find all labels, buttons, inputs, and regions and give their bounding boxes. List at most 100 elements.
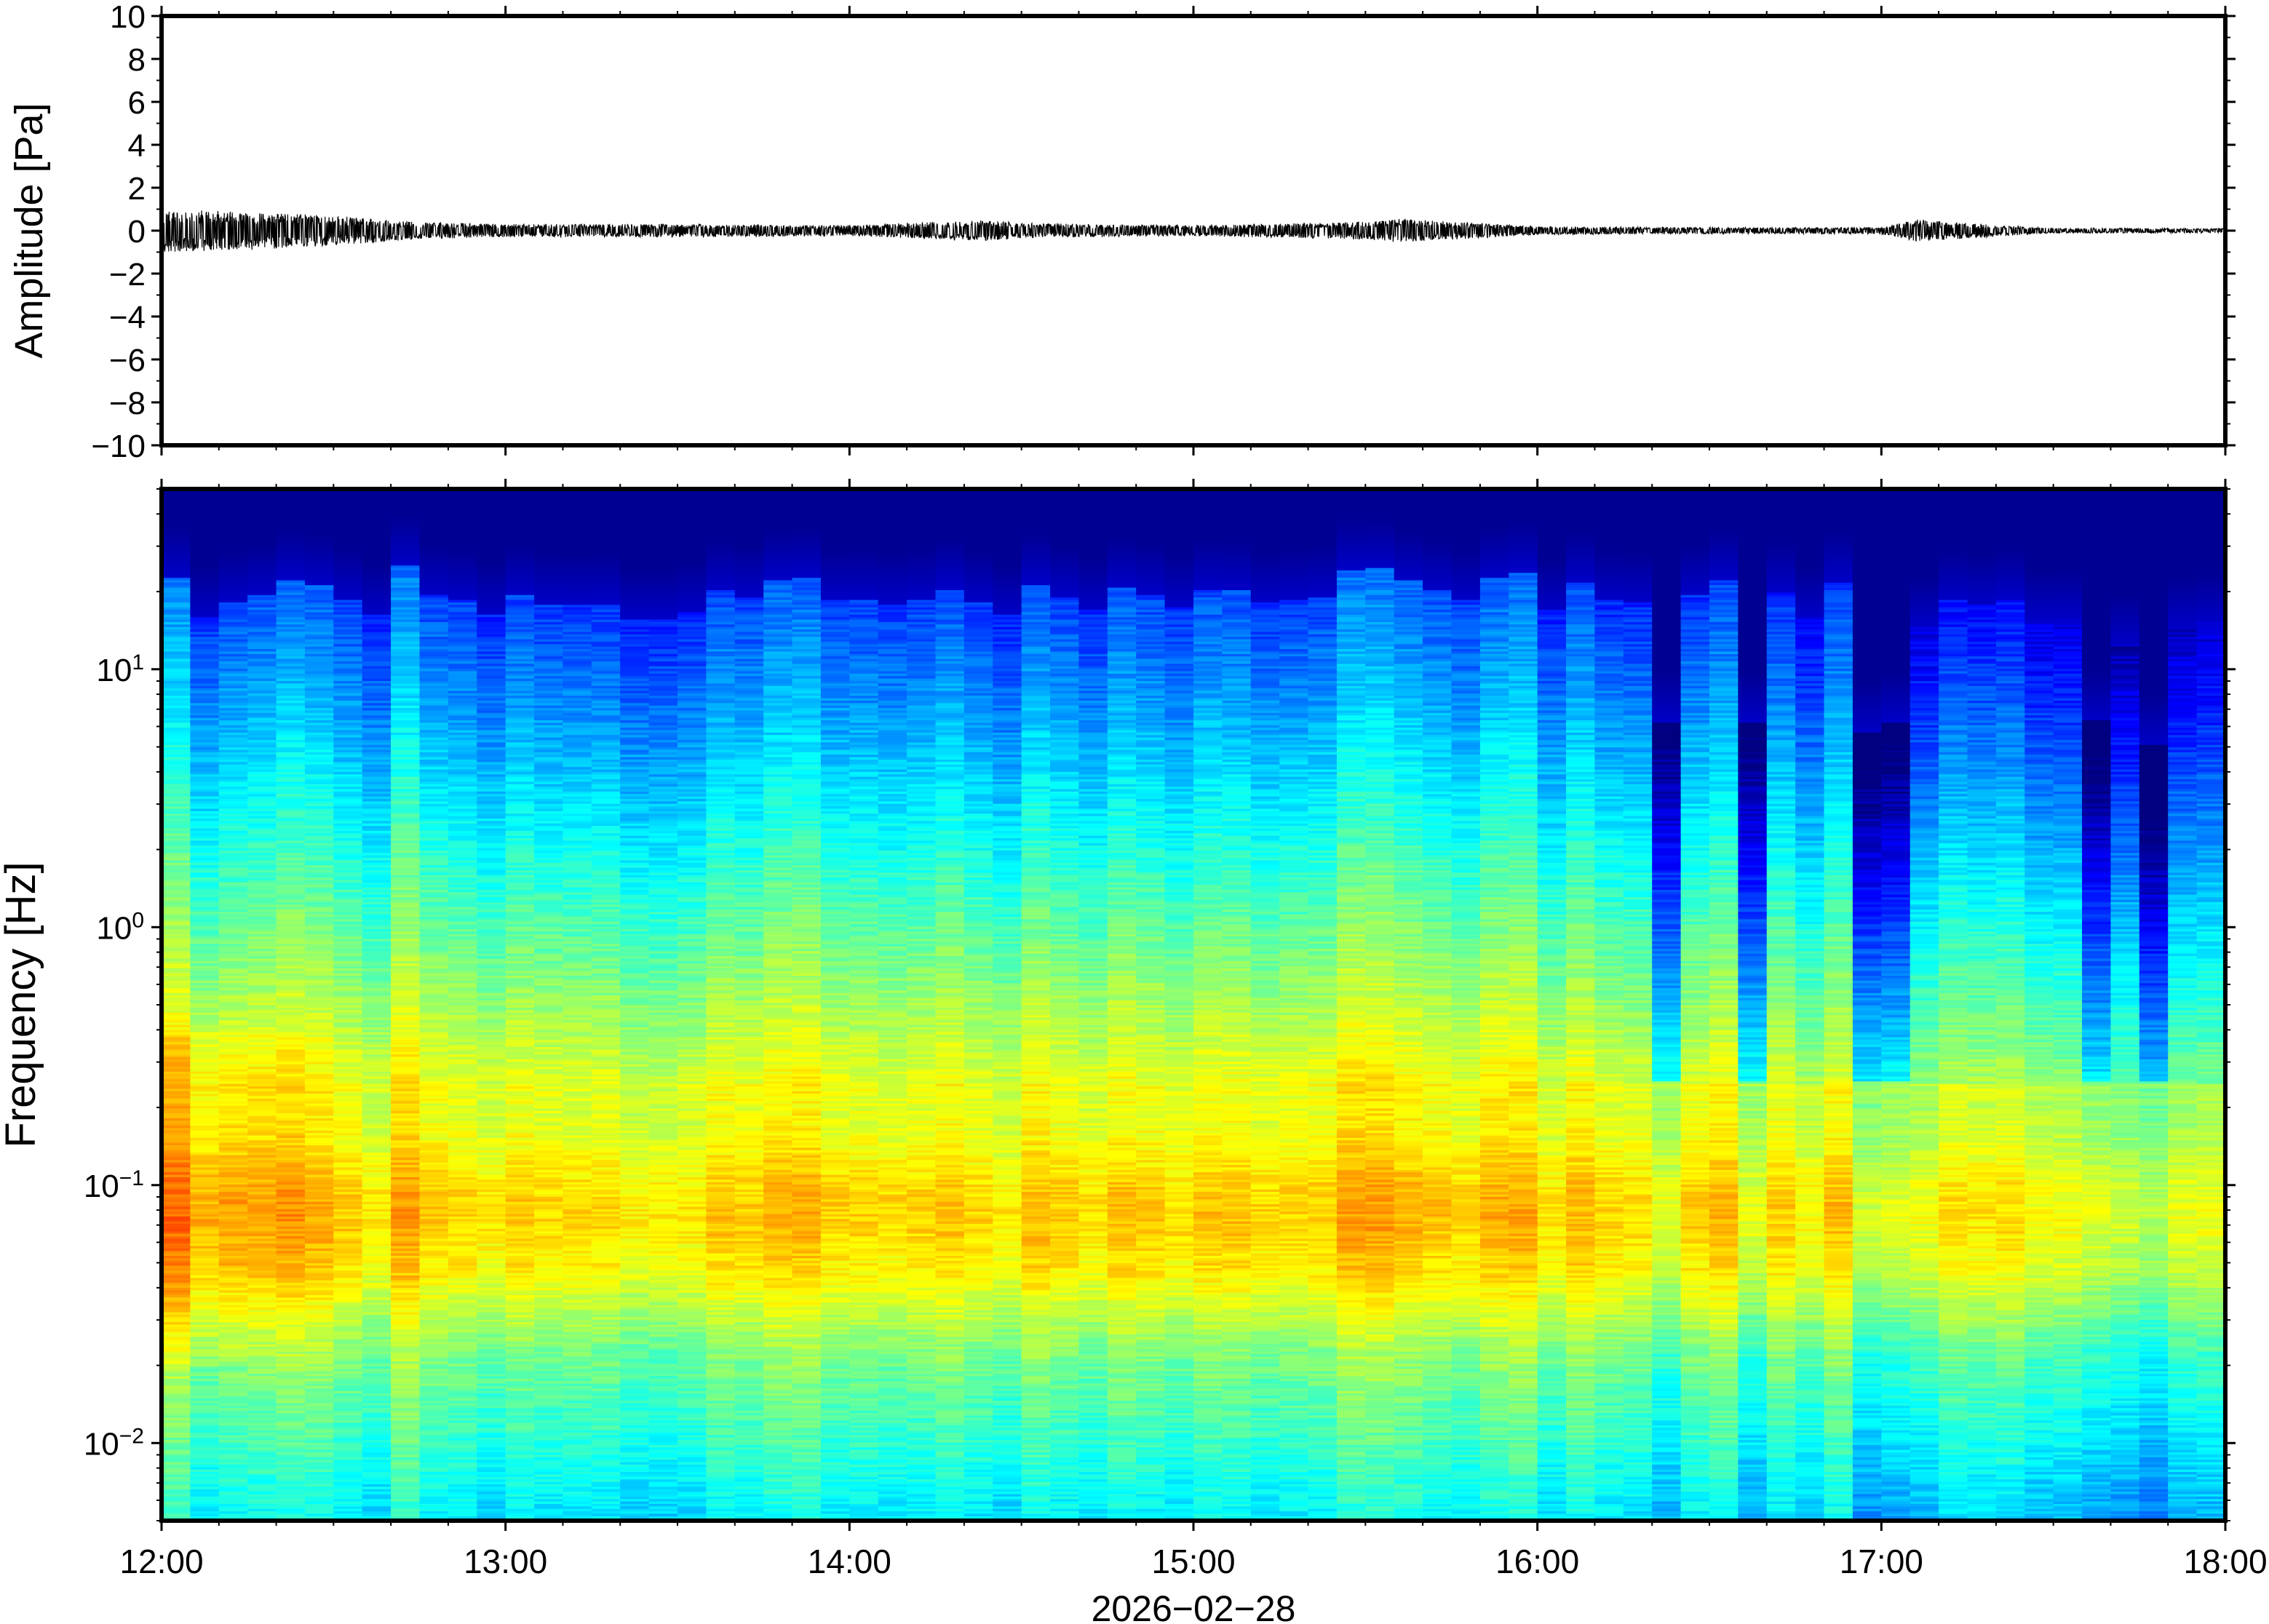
spectrogram-cell	[304, 533, 334, 536]
spectrogram-cell	[304, 1000, 334, 1003]
spectrogram-cell	[333, 835, 363, 839]
spectrogram-cell	[362, 1332, 392, 1335]
spectrogram-cell	[218, 720, 248, 723]
spectrogram-cell	[304, 923, 334, 927]
spectrogram-cell	[162, 744, 191, 748]
spectrogram-cell	[304, 1314, 334, 1318]
spectrogram-cell	[304, 823, 334, 827]
spectrogram-cell	[247, 1066, 277, 1070]
spectrogram-cell	[218, 1005, 248, 1008]
spectrogram-cell	[190, 891, 220, 895]
spectrogram-cell	[333, 1402, 363, 1406]
spectrogram-cell	[276, 1066, 306, 1070]
spectrogram-cell	[218, 560, 248, 563]
spectrogram-cell	[190, 867, 220, 870]
spectrogram-cell	[304, 943, 334, 947]
spectrogram-cell	[162, 557, 191, 561]
spectrogram-cell	[276, 1257, 306, 1261]
spectrogram-cell	[190, 864, 220, 868]
spectrogram-cell	[162, 884, 191, 888]
spectrogram-cell	[276, 1088, 306, 1091]
spectrogram-cell	[218, 520, 248, 524]
spectrogram-cell	[304, 931, 334, 934]
spectrogram-cell	[362, 1368, 392, 1372]
spectrogram-cell	[362, 1405, 392, 1409]
spectrogram-cell	[276, 744, 306, 748]
spectrogram-cell	[304, 1356, 334, 1359]
spectrogram-cell	[333, 1459, 363, 1462]
spectrogram-cell	[333, 1051, 363, 1055]
spectrogram-cell	[247, 579, 277, 583]
spectrogram-cell	[162, 663, 191, 666]
spectrogram-cell	[276, 884, 306, 888]
spectrogram-cell	[333, 565, 363, 568]
spectrogram-cell	[333, 1024, 363, 1027]
spectrogram-cell	[362, 1250, 392, 1254]
spectrogram-cell	[218, 565, 248, 568]
spectrogram-cell	[190, 827, 220, 831]
spectrogram-cell	[162, 741, 191, 745]
spectrogram-cell	[218, 837, 248, 841]
spectrogram-cell	[276, 970, 306, 974]
spectrogram-cell	[247, 816, 277, 819]
spectrogram-cell	[162, 784, 191, 787]
spectrogram-cell	[247, 1073, 277, 1077]
spectrogram-cell	[247, 641, 277, 645]
spectrogram-cell	[304, 582, 334, 586]
spectrogram-cell	[162, 618, 191, 622]
spectrogram-cell	[362, 1329, 392, 1332]
spectrogram-cell	[162, 543, 191, 546]
spectrogram-cell	[162, 1257, 191, 1261]
spectrogram-cell	[190, 1513, 220, 1516]
spectrogram-cell	[333, 1182, 363, 1185]
spectrogram-cell	[276, 560, 306, 563]
spectrogram-cell	[247, 805, 277, 809]
spectrogram-cell	[304, 1169, 334, 1173]
spectrogram-cell	[333, 1321, 363, 1325]
spectrogram-cell	[247, 548, 277, 552]
spectrogram-cell	[162, 1162, 191, 1166]
spectrogram-cell	[247, 584, 277, 588]
spectrogram-cell	[247, 784, 277, 787]
spectrogram-cell	[304, 589, 334, 593]
spectrogram-cell	[304, 550, 334, 554]
spectrogram-cell	[218, 1039, 248, 1043]
spectrogram-cell	[162, 847, 191, 851]
spectrogram-cell	[276, 501, 306, 504]
spectrogram-cell	[218, 847, 248, 851]
spectrogram-cell	[247, 1469, 277, 1473]
spectrogram-cell	[190, 1100, 220, 1104]
spectrogram-cell	[333, 1287, 363, 1291]
spectrogram-cell	[276, 616, 306, 620]
spectrogram-cell	[162, 695, 191, 698]
spectrogram-cell	[276, 1169, 306, 1173]
spectrogram-cell	[362, 1446, 392, 1450]
spectrogram-cell	[218, 825, 248, 829]
spectrogram-cell	[218, 928, 248, 932]
spectrogram-cell	[218, 1292, 248, 1295]
spectrogram-cell	[304, 540, 334, 544]
spectrogram-cell	[218, 1054, 248, 1057]
spectrogram-cell	[247, 1255, 277, 1259]
spectrogram-cell	[162, 1245, 191, 1249]
spectrogram-cell	[190, 1115, 220, 1118]
spectrogram-cell	[190, 584, 220, 588]
spectrogram-cell	[276, 523, 306, 527]
spectrogram-cell	[218, 572, 248, 576]
spectrogram-cell	[304, 592, 334, 595]
spectrogram-cell	[276, 1493, 306, 1497]
spectrogram-cell	[333, 540, 363, 544]
spectrogram-cell	[218, 764, 248, 768]
spectrogram-cell	[304, 1007, 334, 1011]
spectrogram-cell	[304, 572, 334, 576]
spectrogram-cell	[333, 823, 363, 827]
spectrogram-cell	[162, 948, 191, 952]
spectrogram-cell	[247, 1225, 277, 1229]
spectrogram-cell	[276, 1417, 306, 1421]
spectrogram-cell	[218, 1398, 248, 1401]
spectrogram-cell	[333, 882, 363, 885]
spectrogram-cell	[304, 587, 334, 591]
spectrogram-cell	[247, 543, 277, 546]
spectrogram-cell	[162, 1277, 191, 1281]
spectrogram-cell	[162, 926, 191, 929]
